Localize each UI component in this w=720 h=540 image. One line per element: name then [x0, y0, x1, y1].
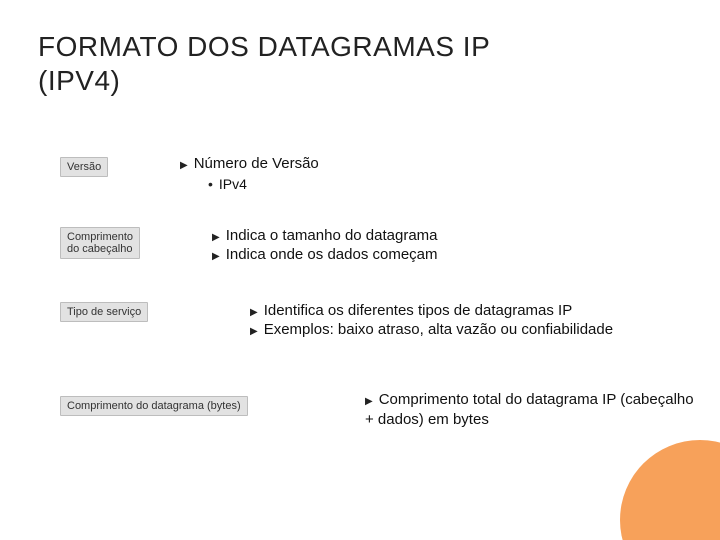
cd-bullet1-row: ▶Comprimento total do datagrama IP (cabe…	[365, 390, 700, 431]
section-comprimento-datagrama: Comprimento do datagrama (bytes) ▶Compri…	[60, 390, 700, 431]
field-comprimento-cabecalho: Comprimento do cabeçalho	[60, 227, 140, 259]
title-line1: FORMATO DOS DATAGRAMAS IP	[38, 31, 490, 62]
section-tipo-servico: Tipo de serviço ▶ Identifica os diferente…	[60, 300, 680, 340]
cc-bullet2: Indica onde os dados começam	[226, 246, 438, 263]
versao-sub-row: • IPv4	[208, 176, 680, 192]
bullet-dot-icon: •	[208, 177, 213, 191]
ts-bullet2-row: ▶ Exemplos: baixo atraso, alta vazão ou c…	[250, 321, 680, 338]
versao-heading-row: ▶ Número de Versão	[180, 155, 680, 172]
corner-accent-circle	[620, 440, 720, 540]
bullet-triangle-icon: ▶	[212, 251, 220, 262]
ts-bullet1-row: ▶ Identifica os diferentes tipos de datag…	[250, 302, 680, 319]
section-versao: Versão ▶ Número de Versão • IPv4	[60, 155, 680, 194]
field-comprimento-datagrama: Comprimento do datagrama (bytes)	[60, 396, 248, 416]
ts-bullet2: Exemplos: baixo atraso, alta vazão ou co…	[264, 321, 613, 338]
field-versao: Versão	[60, 157, 108, 177]
cc-bullet2-row: ▶ Indica onde os dados começam	[212, 246, 680, 263]
versao-heading: Número de Versão	[194, 155, 319, 172]
bullet-triangle-icon: ▶	[250, 307, 258, 318]
cc-bullet1: Indica o tamanho do datagrama	[226, 227, 438, 244]
bullet-triangle-icon: ▶	[212, 232, 220, 243]
versao-sub: IPv4	[219, 176, 247, 192]
field-tipo-servico: Tipo de serviço	[60, 302, 148, 322]
slide-title: FORMATO DOS DATAGRAMAS IP (IPV4)	[38, 30, 490, 97]
title-line2: (IPV4)	[38, 65, 120, 96]
bullet-triangle-icon: ▶	[365, 395, 373, 409]
section-comprimento-cabecalho: Comprimento do cabeçalho ▶ Indica o taman…	[60, 225, 680, 265]
cc-bullet1-row: ▶ Indica o tamanho do datagrama	[212, 227, 680, 244]
bullet-triangle-icon: ▶	[180, 160, 188, 171]
bullet-triangle-icon: ▶	[250, 326, 258, 337]
cd-bullet1: Comprimento total do datagrama IP (cabeç…	[365, 391, 694, 428]
ts-bullet1: Identifica os diferentes tipos de datagr…	[264, 302, 573, 319]
